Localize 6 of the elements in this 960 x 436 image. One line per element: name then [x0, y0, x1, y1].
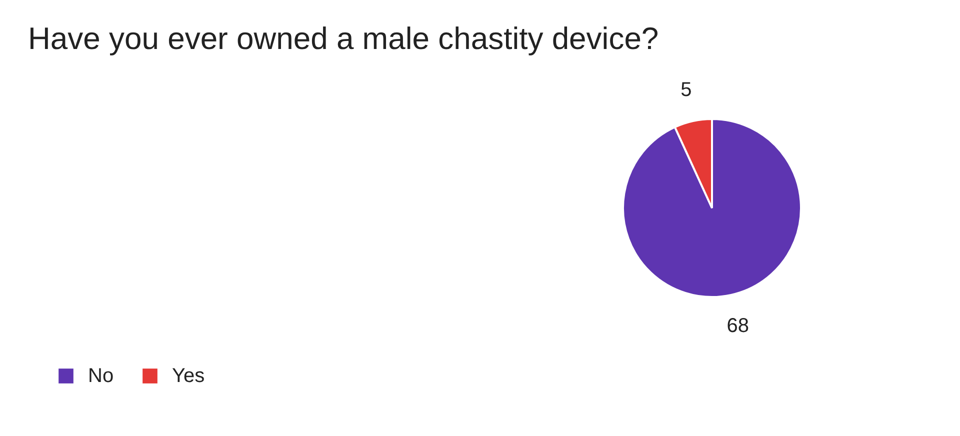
legend-label: No: [88, 365, 114, 387]
data-label: 5: [680, 78, 692, 101]
chart-title: Have you ever owned a male chastity device?: [28, 21, 659, 56]
legend-label: Yes: [172, 365, 205, 387]
pie-slice: [622, 118, 802, 298]
data-label: 68: [726, 315, 749, 338]
